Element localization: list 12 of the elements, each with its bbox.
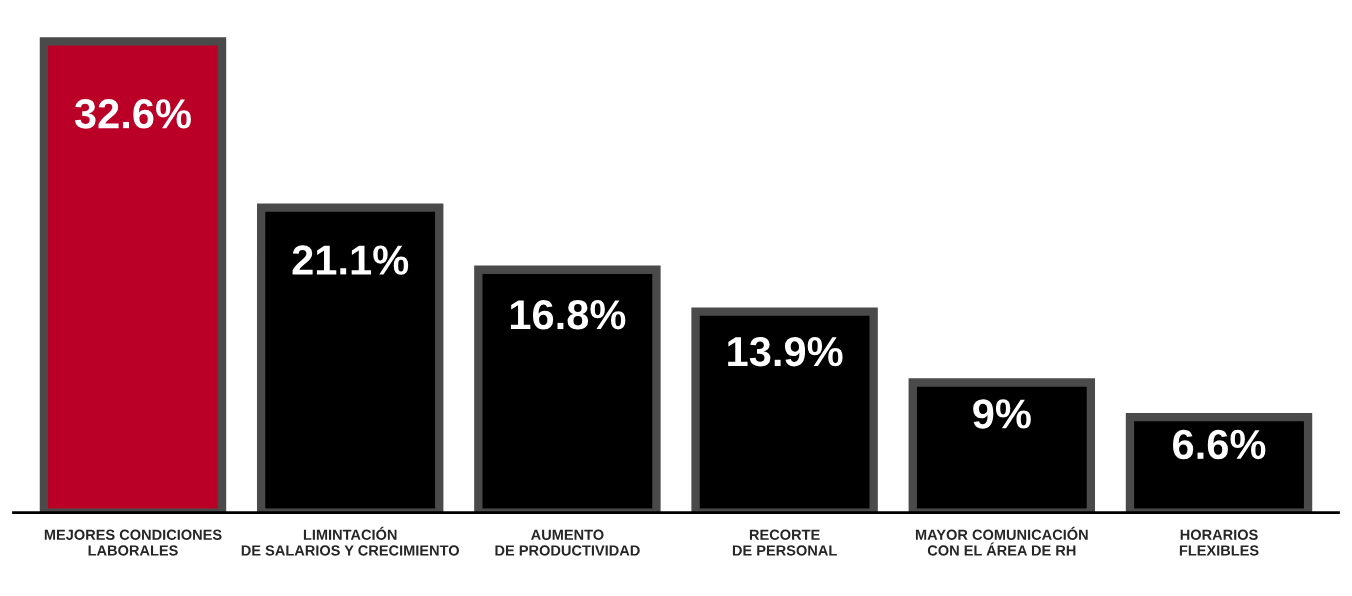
data-label: 21.1% bbox=[292, 245, 409, 275]
x-tick-label: LIMINTACIÓN DE SALARIOS Y CRECIMIENTO bbox=[241, 526, 459, 556]
data-label: 13.9% bbox=[728, 336, 843, 367]
data-label: 16.8% bbox=[510, 300, 626, 330]
x-tick-label: HORARIOS FLEXIBLES bbox=[1179, 529, 1259, 556]
x-tick-label: AUMENTO DE PRODUCTIVIDAD bbox=[495, 529, 640, 556]
x-tick-label: MAYOR COMUNICACIÓN CON EL ÁREA DE RH bbox=[915, 526, 1088, 556]
data-label: 6.6% bbox=[1173, 429, 1266, 460]
x-tick-label: RECORTE DE PERSONAL bbox=[732, 529, 837, 556]
data-label: 9% bbox=[973, 399, 1031, 429]
data-label: 32.6% bbox=[74, 99, 191, 129]
x-tick-label: MEJORES CONDICIONES LABORALES bbox=[44, 529, 222, 556]
